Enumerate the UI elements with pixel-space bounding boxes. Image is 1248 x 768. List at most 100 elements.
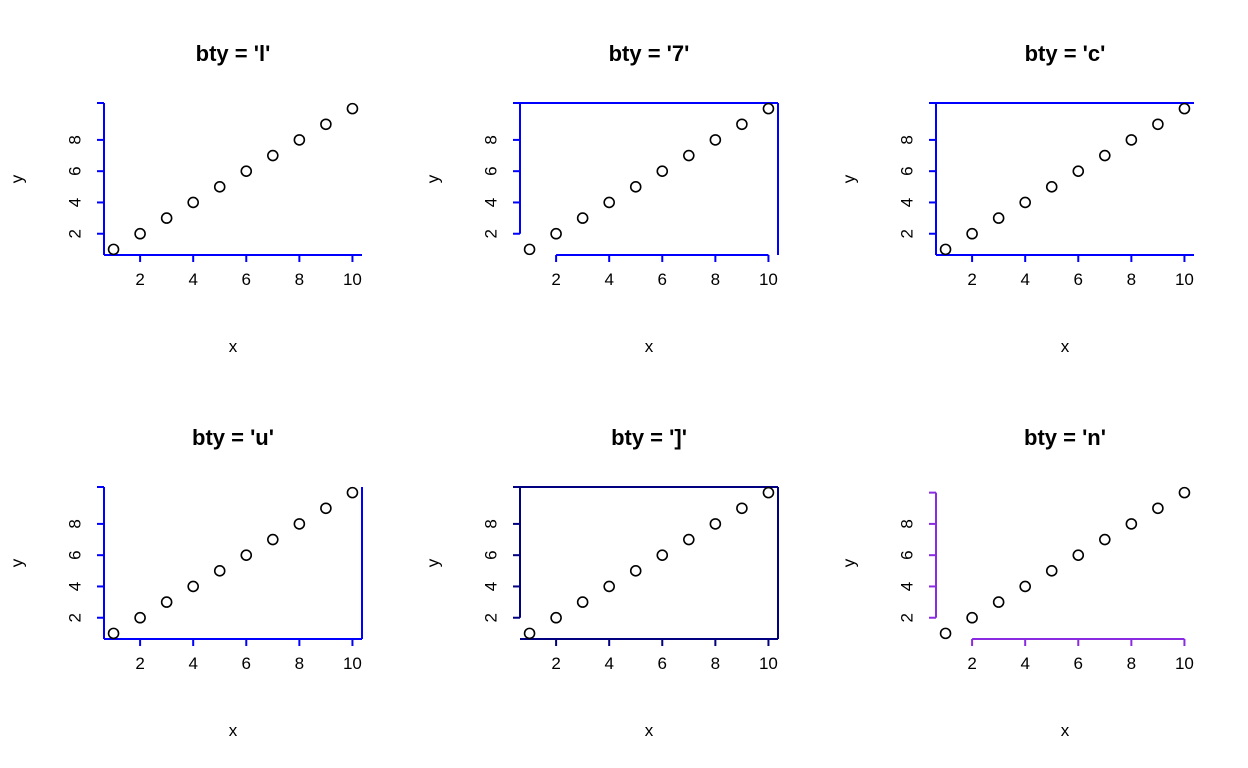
x-tick-label: 6 xyxy=(658,654,667,673)
y-tick-label: 2 xyxy=(897,229,916,238)
x-tick-label: 8 xyxy=(295,270,304,289)
x-tick-label: 4 xyxy=(1020,654,1029,673)
x-tick-label: 2 xyxy=(551,654,560,673)
x-tick-label: 2 xyxy=(135,654,144,673)
data-point xyxy=(709,134,722,146)
x-tick-label: 4 xyxy=(188,654,197,673)
data-point xyxy=(267,533,279,546)
panel-title: bty = ']' xyxy=(611,425,687,450)
y-tick-label: 8 xyxy=(65,135,84,144)
panel-3: bty = 'c' 2 4 6 8 10 2 4 6 8 x y xyxy=(839,41,1194,356)
data-point xyxy=(346,486,359,499)
data-point xyxy=(1099,533,1111,546)
data-point xyxy=(550,611,562,624)
x-axis-label: x xyxy=(1061,337,1070,356)
x-tick-label: 10 xyxy=(1175,270,1194,289)
x-tick-label: 4 xyxy=(188,270,197,289)
panel-4: bty = 'u' 2 4 6 8 10 2 4 6 8 x y xyxy=(7,425,363,740)
x-tick-label: 8 xyxy=(711,270,720,289)
y-axis-label: y xyxy=(423,174,442,183)
x-tick-label: 6 xyxy=(242,654,251,673)
x-tick-label: 2 xyxy=(551,270,560,289)
data-point xyxy=(134,227,146,240)
data-point xyxy=(240,549,253,561)
data-point xyxy=(629,565,642,577)
panel-5: bty = ']' 2 4 6 8 10 2 4 6 8 x y xyxy=(423,425,779,740)
data-point xyxy=(709,518,722,530)
x-axis-label: x xyxy=(1061,721,1070,740)
y-tick-label: 6 xyxy=(65,550,84,559)
data-point xyxy=(293,518,306,530)
data-point xyxy=(320,502,332,515)
x-tick-label: 10 xyxy=(759,270,778,289)
data-point xyxy=(966,227,978,240)
x-tick-label: 4 xyxy=(604,270,613,289)
x-axis-label: x xyxy=(645,721,654,740)
y-axis-label: y xyxy=(423,558,442,567)
y-tick-label: 8 xyxy=(65,519,84,528)
x-tick-label: 2 xyxy=(967,270,976,289)
y-tick-label: 4 xyxy=(481,582,500,591)
panel-title: bty = '7' xyxy=(609,41,690,66)
y-tick-label: 8 xyxy=(481,519,500,528)
data-point xyxy=(762,486,775,499)
y-tick-label: 6 xyxy=(65,166,84,175)
data-point xyxy=(160,212,173,224)
data-point xyxy=(1125,134,1138,146)
data-point xyxy=(107,627,120,640)
data-point xyxy=(736,118,748,131)
data-point xyxy=(1072,549,1085,561)
data-point xyxy=(966,611,978,624)
data-point xyxy=(1152,502,1164,515)
data-point xyxy=(523,627,536,640)
x-tick-label: 8 xyxy=(1127,270,1136,289)
y-tick-label: 4 xyxy=(481,198,500,207)
y-tick-label: 8 xyxy=(897,135,916,144)
y-tick-label: 6 xyxy=(481,166,500,175)
data-point xyxy=(939,627,952,640)
y-tick-label: 2 xyxy=(65,613,84,622)
x-tick-label: 2 xyxy=(135,270,144,289)
y-tick-label: 2 xyxy=(481,229,500,238)
x-tick-label: 6 xyxy=(658,270,667,289)
y-tick-label: 8 xyxy=(481,135,500,144)
x-tick-label: 10 xyxy=(343,270,362,289)
data-point xyxy=(603,196,615,209)
y-tick-label: 8 xyxy=(897,519,916,528)
data-point xyxy=(187,196,199,209)
y-tick-label: 4 xyxy=(897,198,916,207)
data-point xyxy=(1019,196,1031,209)
data-point xyxy=(576,212,589,224)
data-point xyxy=(523,243,536,256)
x-tick-label: 6 xyxy=(1074,654,1083,673)
data-point xyxy=(293,134,306,146)
data-point xyxy=(576,596,589,608)
x-tick-label: 4 xyxy=(604,654,613,673)
x-axis-label: x xyxy=(229,721,238,740)
data-point xyxy=(1019,580,1031,593)
panel-title: bty = 'c' xyxy=(1025,41,1106,66)
y-tick-label: 6 xyxy=(481,550,500,559)
data-point xyxy=(1045,565,1058,577)
y-tick-label: 2 xyxy=(65,229,84,238)
data-point xyxy=(683,149,695,162)
panel-title: bty = 'l' xyxy=(196,41,271,66)
y-tick-label: 6 xyxy=(897,166,916,175)
data-point xyxy=(939,243,952,256)
data-point xyxy=(736,502,748,515)
x-tick-label: 6 xyxy=(1074,270,1083,289)
data-point xyxy=(320,118,332,131)
x-tick-label: 2 xyxy=(967,654,976,673)
data-point xyxy=(346,102,359,115)
data-point xyxy=(992,596,1005,608)
data-point xyxy=(267,149,279,162)
x-tick-label: 8 xyxy=(295,654,304,673)
y-axis-label: y xyxy=(7,558,26,567)
x-axis-label: x xyxy=(645,337,654,356)
data-point xyxy=(1045,181,1058,193)
y-axis-label: y xyxy=(839,558,858,567)
data-point xyxy=(240,165,253,177)
data-point xyxy=(550,227,562,240)
data-point xyxy=(160,596,173,608)
